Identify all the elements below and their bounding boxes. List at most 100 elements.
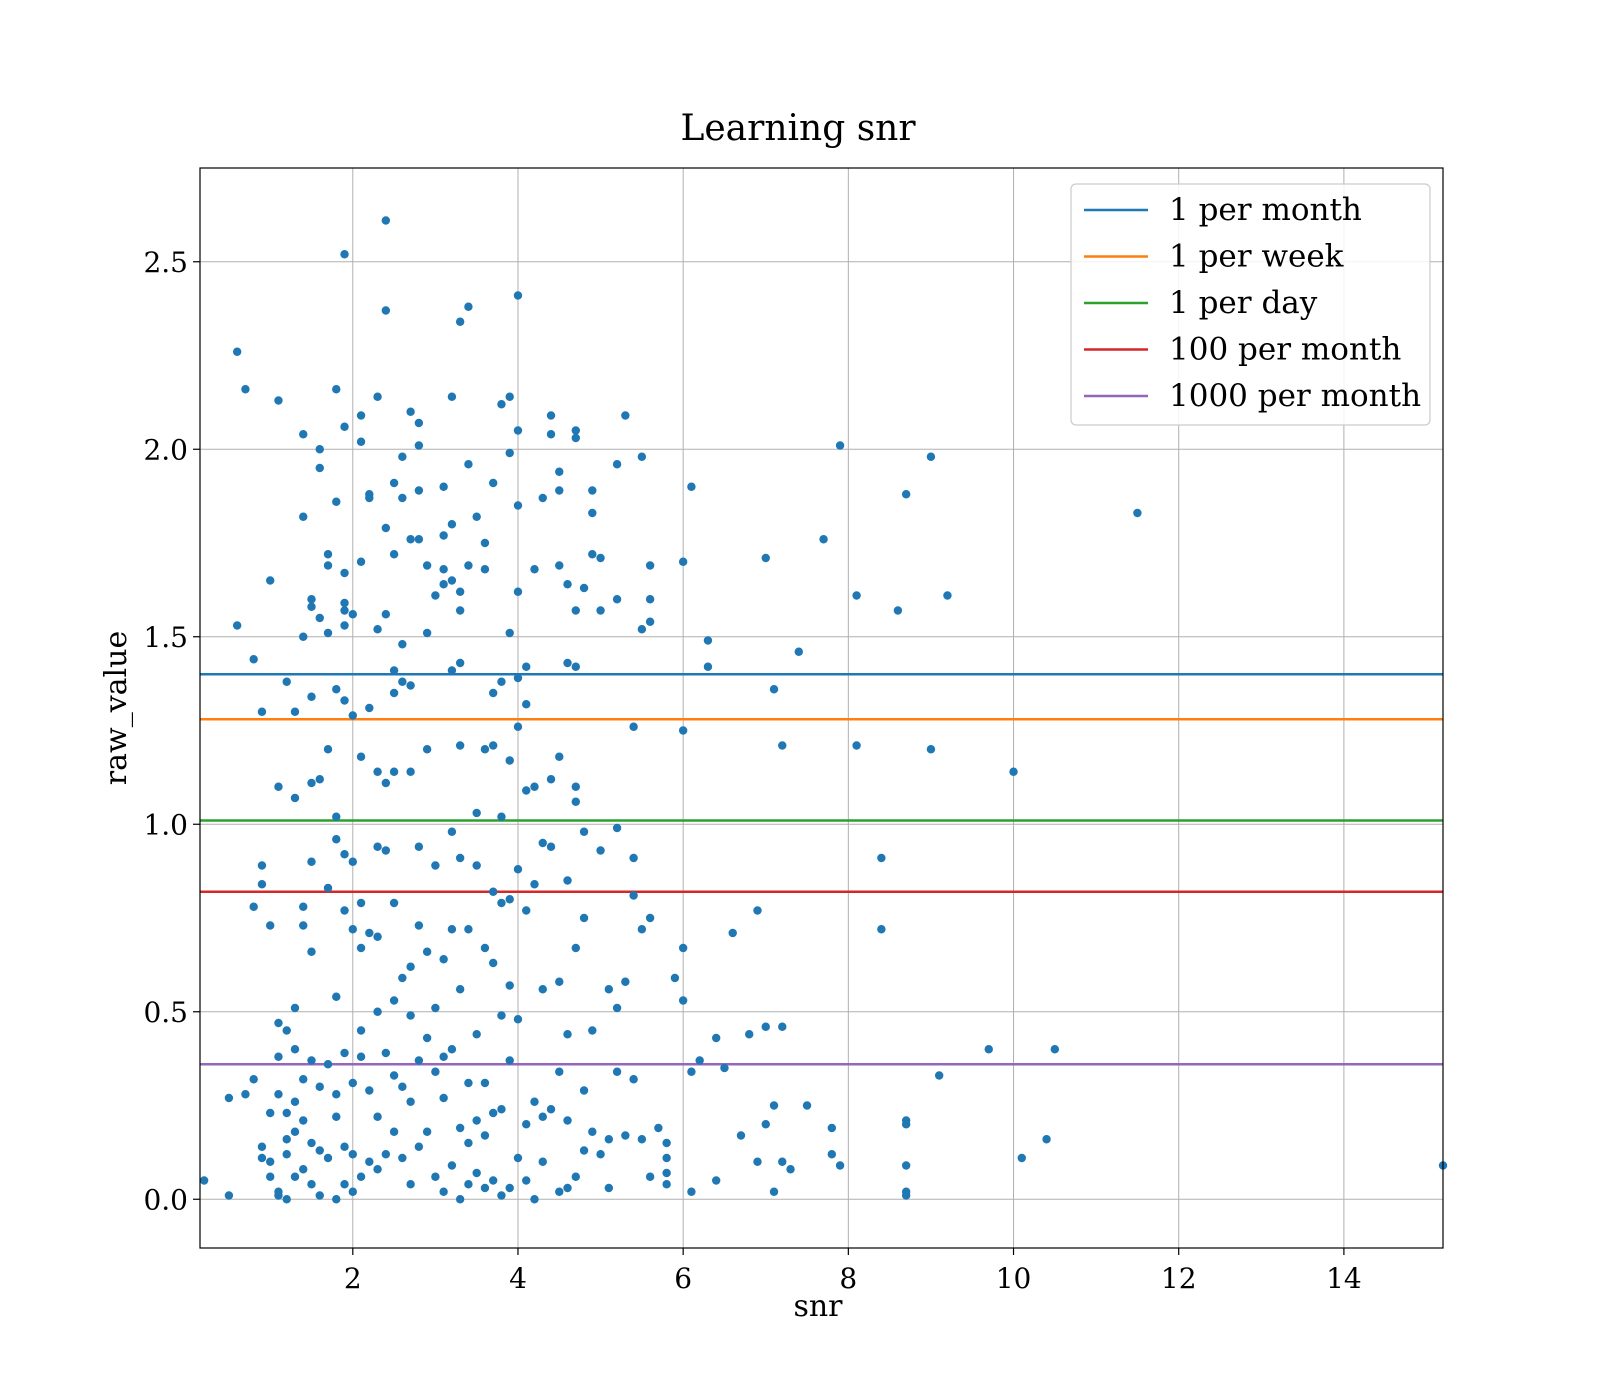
scatter-point (687, 1187, 696, 1196)
scatter-point (819, 535, 828, 544)
scatter-point (299, 430, 308, 439)
scatter-point (472, 808, 481, 818)
scatter-point (546, 1105, 556, 1114)
scatter-point (645, 561, 655, 570)
scatter-point (645, 913, 655, 923)
scatter-point (439, 1093, 448, 1103)
scatter-point (513, 722, 523, 731)
scatter-point (307, 1138, 316, 1148)
scatter-point (455, 658, 465, 668)
scatter-point (307, 778, 316, 788)
scatter-point (513, 1015, 523, 1024)
x-tick-label: 10 (996, 1262, 1032, 1295)
scatter-point (398, 452, 407, 461)
scatter-point (513, 1153, 523, 1163)
scatter-point (612, 1067, 622, 1076)
scatter-point (943, 591, 952, 600)
scatter-point (348, 610, 357, 619)
scatter-point (406, 767, 415, 776)
scatter-point (571, 943, 580, 953)
scatter-point (398, 640, 407, 649)
scatter-point (901, 1120, 911, 1129)
scatter-point (703, 636, 713, 645)
scatter-point (538, 838, 547, 848)
scatter-point (877, 925, 886, 934)
legend-label: 1 per day (1169, 285, 1318, 321)
scatter-point (472, 1116, 481, 1125)
scatter-point (332, 1090, 341, 1099)
scatter-point (513, 673, 523, 683)
scatter-point (621, 1131, 630, 1140)
scatter-point (1133, 508, 1142, 518)
scatter-point (373, 392, 382, 401)
scatter-point (381, 846, 391, 855)
scatter-point (505, 448, 514, 458)
scatter-point (455, 317, 465, 326)
scatter-point (497, 1011, 506, 1020)
y-tick-label: 1.5 (143, 621, 188, 654)
scatter-point (654, 1123, 663, 1133)
scatter-point (596, 553, 605, 563)
scatter-point (356, 1026, 366, 1035)
scatter-point (678, 557, 688, 566)
scatter-point (546, 842, 556, 851)
scatter-point (612, 595, 622, 604)
scatter-point (340, 1180, 349, 1189)
scatter-point (332, 497, 341, 506)
scatter-point (497, 898, 506, 908)
scatter-point (926, 452, 936, 461)
scatter-point (637, 925, 647, 934)
scatter-point (778, 1157, 787, 1166)
y-tick-label: 2.5 (143, 246, 188, 279)
scatter-point (389, 478, 399, 488)
scatter-point (307, 1180, 316, 1189)
scatter-point (274, 396, 283, 405)
scatter-point (497, 1191, 506, 1200)
scatter-point (274, 1052, 283, 1061)
scatter-point (455, 587, 465, 596)
x-tick-label: 8 (839, 1262, 857, 1295)
scatter-point (381, 778, 391, 788)
scatter-point (645, 595, 655, 604)
scatter-point (447, 1161, 457, 1170)
scatter-point (381, 523, 391, 533)
scatter-point (555, 977, 564, 986)
scatter-point (274, 782, 283, 791)
scatter-point (513, 291, 523, 300)
scatter-point (480, 538, 490, 548)
scatter-point (464, 302, 473, 311)
scatter-point (753, 906, 762, 915)
scatter-point (571, 606, 580, 615)
scatter-point (356, 411, 366, 420)
scatter-point (662, 1138, 671, 1148)
scatter-point (530, 1097, 539, 1106)
scatter-point (596, 1150, 605, 1159)
scatter-point (571, 782, 580, 791)
scatter-point (612, 823, 622, 833)
y-tick-label: 0.5 (143, 996, 188, 1029)
scatter-point (307, 947, 316, 956)
scatter-point (406, 1097, 415, 1106)
scatter-point (695, 1056, 704, 1065)
x-tick-label: 2 (344, 1262, 362, 1295)
scatter-point (406, 407, 415, 416)
scatter-point (414, 921, 424, 930)
scatter-point (373, 625, 382, 634)
scatter-point (488, 1108, 498, 1118)
scatter-point (588, 1127, 597, 1136)
scatter-point (645, 617, 655, 626)
scatter-point (266, 576, 275, 585)
scatter-point (513, 426, 523, 435)
scatter-point (464, 561, 473, 570)
scatter-point (274, 1018, 283, 1028)
scatter-point (934, 1071, 944, 1080)
scatter-point (901, 1191, 911, 1200)
scatter-point (439, 1187, 448, 1196)
scatter-point (299, 921, 308, 930)
scatter-point (290, 707, 300, 716)
scatter-point (505, 1183, 514, 1193)
scatter-point (299, 902, 308, 911)
scatter-point (439, 580, 448, 589)
scatter-point (571, 426, 580, 435)
scatter-point (720, 1063, 729, 1073)
